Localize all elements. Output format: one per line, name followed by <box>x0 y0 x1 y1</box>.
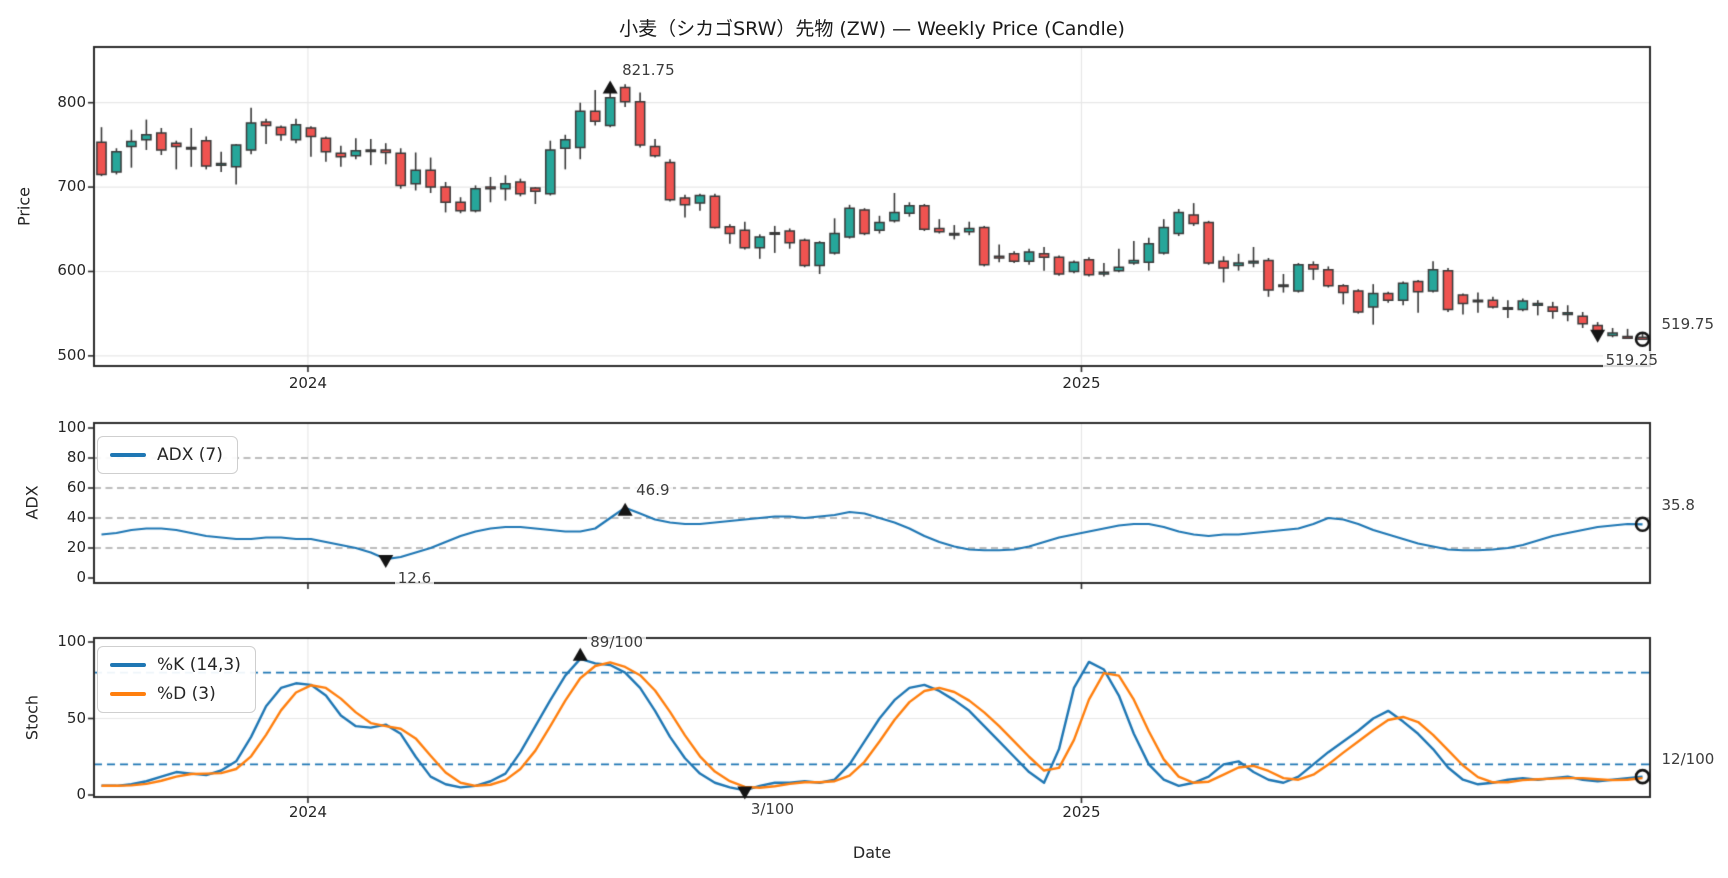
adx-ytick-100: 100 <box>57 418 86 436</box>
stoch-ytick-0: 0 <box>76 785 86 803</box>
stoch-xtick-2024: 2024 <box>288 803 328 821</box>
adx-legend: ADX (7) <box>97 436 238 474</box>
stoch-ytick-100: 100 <box>57 632 86 650</box>
price-ytick-600: 600 <box>57 261 86 280</box>
price-low-label: 519.25 <box>1602 350 1662 370</box>
price-ytick-700: 700 <box>57 177 86 196</box>
percent-d-legend-label: %D (3) <box>157 684 216 704</box>
percent-k-line-swatch <box>110 663 146 667</box>
stoch-min-label: 3/100 <box>747 800 798 820</box>
date-axis-label: Date <box>852 843 892 862</box>
adx-ytick-20: 20 <box>66 538 86 556</box>
adx-legend-label: ADX (7) <box>157 445 223 465</box>
adx-ytick-40: 40 <box>66 508 86 526</box>
percent-d-line-swatch <box>110 692 146 696</box>
stoch-legend: %K (14,3) %D (3) <box>97 646 256 713</box>
price-xtick-2024: 2024 <box>288 374 328 392</box>
price-xtick-2025: 2025 <box>1062 374 1101 392</box>
adx-legend-row: ADX (7) <box>110 445 223 465</box>
stoch-legend-row-d: %D (3) <box>110 684 241 704</box>
stoch-xtick-2025: 2025 <box>1062 803 1101 821</box>
chart-title: 小麦（シカゴSRW）先物 (ZW) — Weekly Price (Candle… <box>619 18 1125 40</box>
adx-ytick-80: 80 <box>66 448 86 466</box>
adx-min-label: 12.6 <box>394 569 435 589</box>
price-ytick-500: 500 <box>57 345 86 364</box>
price-high-label: 821.75 <box>619 61 678 81</box>
price-axis-label: Price <box>14 186 34 227</box>
stoch-max-label: 89/100 <box>587 632 647 653</box>
adx-last-label: 35.8 <box>1658 496 1698 516</box>
adx-ytick-0: 0 <box>76 568 86 586</box>
percent-k-legend-label: %K (14,3) <box>157 655 241 675</box>
stoch-legend-row-k: %K (14,3) <box>110 655 241 675</box>
adx-ytick-60: 60 <box>66 478 86 496</box>
stoch-ytick-50: 50 <box>66 708 86 727</box>
price-last-label: 519.75 <box>1658 315 1718 335</box>
adx-line-swatch <box>110 453 146 457</box>
price-ytick-800: 800 <box>57 92 86 111</box>
adx-max-label: 46.9 <box>633 480 673 500</box>
stoch-last-label: 12/100 <box>1658 749 1718 769</box>
